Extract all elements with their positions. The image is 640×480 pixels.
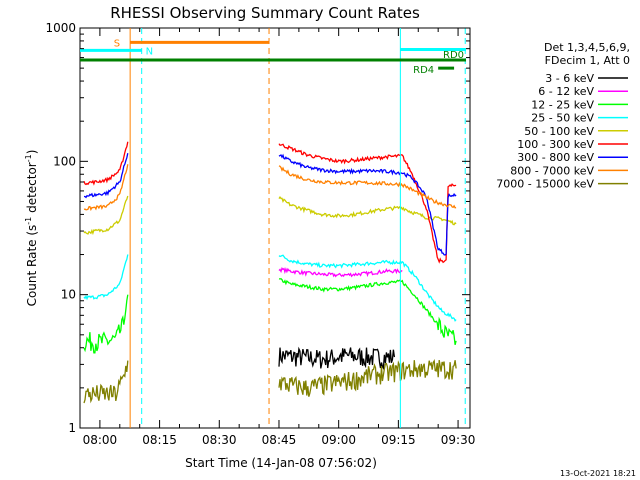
series-line — [83, 254, 129, 301]
y-axis-label-sup: -1 — [24, 154, 33, 162]
x-tick-label: 09:15 — [381, 433, 416, 447]
series-line — [278, 254, 457, 322]
plot-area: S N RD0 RD4 — [79, 27, 471, 429]
series-25-50-kev — [83, 254, 457, 322]
series-50-100-kev — [83, 195, 457, 236]
date-stamp: 13-Oct-2021 18:21 — [560, 469, 636, 478]
y-tick-label: 10 — [61, 288, 76, 302]
series-line — [83, 195, 129, 236]
x-axis: 08:00 08:15 08:30 08:45 09:00 09:15 09:30 — [83, 28, 476, 447]
x-tick-label: 09:30 — [441, 433, 476, 447]
series-line — [83, 360, 129, 404]
state-bar-label: RD4 — [413, 65, 434, 76]
series-line — [278, 277, 457, 345]
series-line — [278, 195, 457, 226]
y-axis: 1 10 100 1000 — [45, 21, 470, 435]
state-bar-label: S — [114, 38, 120, 49]
x-tick-label: 09:00 — [321, 433, 356, 447]
legend-label: 3 - 6 keV — [545, 72, 594, 85]
series-line — [83, 164, 129, 212]
y-axis-label-part: ) — [25, 150, 39, 155]
series-100-300-kev — [83, 141, 457, 264]
y-axis-label-sup: -1 — [24, 217, 33, 225]
legend-label: 100 - 300 keV — [517, 138, 594, 151]
legend-header-line: Det 1,3,4,5,6,9, — [544, 41, 630, 54]
y-tick-label: 1000 — [45, 21, 76, 35]
series-line — [278, 153, 457, 256]
legend-label: 50 - 100 keV — [524, 125, 594, 138]
legend-label: 300 - 800 keV — [517, 151, 594, 164]
y-axis-label: Count Rate (s-1 detector-1) — [24, 150, 39, 307]
series-line — [83, 141, 129, 186]
legend-header-line: FDecim 1, Att 0 — [545, 54, 630, 67]
y-tick-label: 100 — [53, 154, 76, 168]
series-12-25-kev — [83, 277, 457, 354]
legend-label: 6 - 12 keV — [538, 85, 594, 98]
series-line — [278, 346, 396, 371]
legend: Det 1,3,4,5,6,9, FDecim 1, Att 0 3 - 6 k… — [496, 41, 630, 191]
series-line — [84, 153, 129, 199]
y-axis-label-part: Count Rate (s — [25, 225, 39, 307]
legend-label: 12 - 25 keV — [531, 98, 594, 111]
state-bar-label: N — [146, 46, 153, 57]
series-line — [278, 143, 457, 264]
x-tick-label: 08:15 — [142, 433, 177, 447]
series-800-7000-kev — [83, 164, 457, 212]
x-axis-label: Start Time (14-Jan-08 07:56:02) — [185, 456, 377, 470]
legend-label: 800 - 7000 keV — [510, 164, 594, 177]
x-tick-label: 08:45 — [262, 433, 297, 447]
series-line — [278, 267, 403, 278]
series-line — [83, 294, 129, 354]
series-line — [278, 165, 457, 209]
plot-marks — [83, 141, 457, 404]
legend-label: 25 - 50 keV — [531, 112, 594, 125]
plot-frame — [79, 27, 471, 429]
y-axis-label-part: detector — [25, 162, 39, 217]
series-line — [278, 358, 457, 397]
x-tick-label: 08:00 — [83, 433, 118, 447]
legend-label: 7000 - 15000 keV — [496, 178, 594, 191]
y-tick-label: 1 — [68, 421, 76, 435]
series-7000-15000-kev — [83, 358, 457, 404]
chart-title: RHESSI Observing Summary Count Rates — [110, 4, 420, 22]
state-bar-label: RD0 — [443, 50, 464, 61]
series-3-6-kev — [278, 346, 396, 371]
x-tick-label: 08:30 — [202, 433, 237, 447]
series-6-12-kev — [278, 267, 403, 278]
